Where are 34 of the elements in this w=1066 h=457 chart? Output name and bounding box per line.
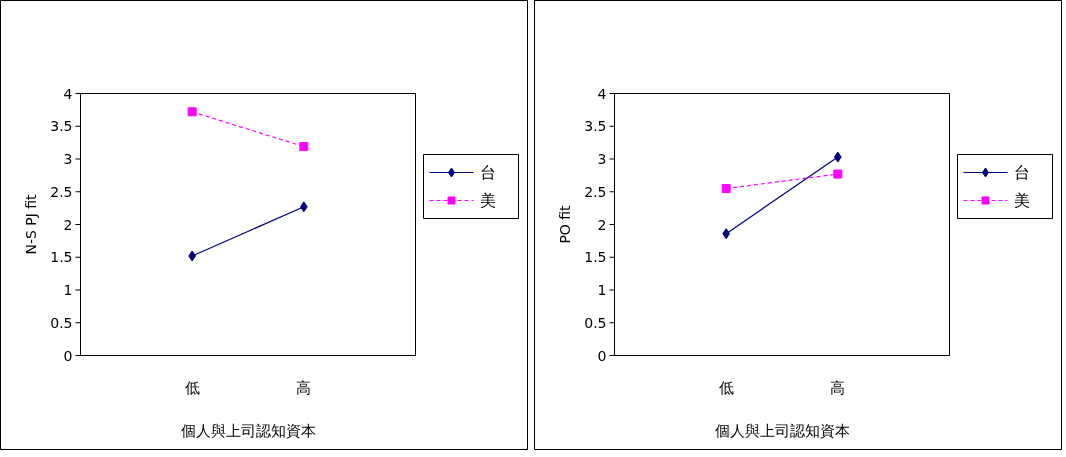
- y-tick-label: 0: [63, 347, 73, 364]
- point: [833, 169, 843, 179]
- y-tick-label: 1: [63, 282, 73, 298]
- y-tick-label: 2.5: [50, 183, 73, 200]
- y-tick-label: 2: [63, 216, 73, 233]
- y-tick-label: 1: [597, 282, 607, 298]
- y-tick-label: 1.5: [50, 249, 73, 266]
- x-tick-label: 高: [296, 378, 312, 397]
- x-axis-title: 個人與上司認知資本: [714, 421, 850, 440]
- y-tick-label: 3.5: [584, 118, 607, 135]
- y-axis-title: N-S PJ fit: [22, 193, 39, 255]
- y-tick-label: 0.5: [50, 314, 73, 331]
- x-tick-label: 低: [718, 378, 734, 397]
- legend-label: 台: [479, 163, 496, 182]
- point: [721, 183, 731, 193]
- legend-label: 台: [1013, 163, 1030, 182]
- y-tick-label: 4: [63, 85, 73, 102]
- y-tick-label: 2.5: [584, 183, 607, 200]
- y-tick-label: 1.5: [584, 249, 607, 266]
- y-tick-label: 4: [597, 85, 607, 102]
- y-tick-label: 3: [63, 151, 73, 167]
- x-tick-label: 低: [184, 378, 200, 397]
- x-tick-label: 高: [830, 378, 846, 397]
- y-tick-label: 3: [597, 151, 607, 167]
- y-tick-label: 2: [597, 216, 607, 233]
- legend-label: 美: [479, 191, 496, 210]
- y-tick-label: 0: [597, 347, 607, 364]
- legend-label: 美: [1013, 191, 1030, 210]
- x-axis-title: 個人與上司認知資本: [180, 421, 316, 440]
- y-axis-title: PO fit: [556, 204, 573, 244]
- point: [187, 107, 197, 117]
- y-tick-label: 3.5: [50, 118, 73, 135]
- y-tick-label: 0.5: [584, 314, 607, 331]
- point: [299, 142, 309, 152]
